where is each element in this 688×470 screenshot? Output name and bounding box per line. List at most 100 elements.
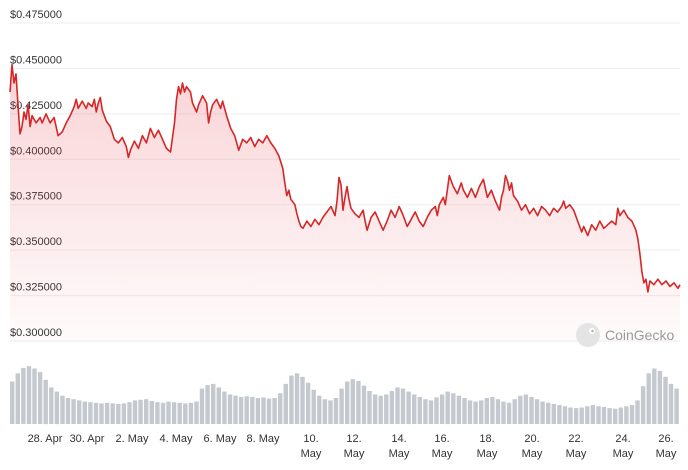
volume-bar <box>199 388 205 424</box>
volume-bar <box>646 373 651 424</box>
volume-bar <box>311 389 316 424</box>
volume-bar <box>573 408 579 424</box>
volume-bar <box>629 405 635 424</box>
volume-bar <box>434 397 439 424</box>
volume-bar <box>127 402 132 424</box>
volume-bar <box>451 393 456 424</box>
volume-bar <box>250 396 255 424</box>
volume-bar <box>171 402 177 424</box>
volume-bar <box>462 398 467 424</box>
volume-bar <box>149 401 154 424</box>
volume-bar <box>60 395 65 424</box>
price-area-layer <box>10 64 680 342</box>
volume-bar <box>439 394 445 424</box>
x-tick-label: 18. <box>479 433 494 445</box>
volume-bar <box>657 370 663 424</box>
volume-bar <box>618 407 623 424</box>
volume-bar <box>518 395 523 424</box>
volume-bar <box>557 405 562 424</box>
x-tick-label-month: May <box>522 448 543 460</box>
volume-bar <box>317 395 322 424</box>
volume-bar <box>350 379 355 424</box>
volume-bar <box>479 400 484 424</box>
volume-bar <box>211 383 216 424</box>
volume-bar <box>54 391 60 425</box>
x-tick-label: 14. <box>391 433 406 445</box>
volume-bar <box>635 400 640 424</box>
volume-bar <box>400 388 406 424</box>
volume-bar <box>278 393 283 424</box>
volume-bar <box>322 399 328 424</box>
price-line-layer <box>9 64 681 293</box>
volume-bar <box>640 386 646 424</box>
x-tick-label-month: May <box>613 448 634 460</box>
x-tick-label: 24. <box>615 433 630 445</box>
volume-bar <box>10 381 15 424</box>
price-area <box>10 64 680 342</box>
x-tick-label: 8. May <box>246 433 280 445</box>
volume-bar <box>506 402 512 424</box>
volume-bar <box>88 402 93 424</box>
volume-bar <box>272 398 277 424</box>
volume-bar <box>15 373 20 424</box>
x-tick-label: 12. <box>346 433 361 445</box>
volume-bar <box>116 403 121 424</box>
volume-bar <box>585 406 590 424</box>
volume-bar <box>607 408 612 424</box>
volume-bar <box>266 398 272 424</box>
volume-bar <box>406 391 411 425</box>
volume-bar <box>216 387 221 424</box>
volume-bar <box>384 394 389 424</box>
x-tick-label: 2. May <box>115 433 149 445</box>
volume-bar <box>668 383 674 424</box>
x-tick-label-month: May <box>477 448 498 460</box>
volume-bar <box>93 402 99 424</box>
volume-bar <box>65 398 71 424</box>
volume-bar <box>372 394 378 424</box>
volume-bar <box>389 391 395 424</box>
volume-bar <box>512 399 517 424</box>
volume-bar <box>183 403 188 424</box>
volume-bar <box>546 402 551 424</box>
volume-bar <box>339 388 344 424</box>
volume-bar <box>601 406 607 424</box>
price-line <box>9 64 681 293</box>
x-tick-label-month: May <box>656 448 677 460</box>
volume-bar <box>77 400 82 424</box>
volume-bar <box>82 401 87 424</box>
x-tick-label-month: May <box>389 448 410 460</box>
x-tick-label: 22. <box>568 433 583 445</box>
volume-bar <box>445 391 450 425</box>
volume-bar <box>568 407 573 424</box>
volume-bar <box>417 396 422 424</box>
volume-bar <box>255 398 261 424</box>
volume-bar <box>412 394 417 424</box>
volume-bar <box>26 366 32 424</box>
x-tick-label: 26. <box>658 433 673 445</box>
volume-bar <box>155 402 160 424</box>
volume-bar <box>43 379 48 425</box>
x-tick-label-month: May <box>301 448 322 460</box>
volume-bars <box>10 366 679 425</box>
x-tick-label: 20. <box>524 433 539 445</box>
volume-bar <box>289 375 294 424</box>
volume-bar <box>551 403 556 424</box>
volume-bar <box>467 400 473 424</box>
volume-bar <box>529 396 534 424</box>
volume-bar <box>501 401 506 424</box>
volume-bar <box>579 407 584 424</box>
volume-bar <box>361 385 367 424</box>
volume-bar <box>104 402 110 424</box>
volume-bar <box>356 380 361 424</box>
volume-bar <box>227 394 233 424</box>
volume-bar <box>378 395 383 424</box>
volume-bar <box>283 383 288 424</box>
volume-bar <box>596 406 601 424</box>
volume-bar <box>244 396 249 424</box>
volume-bar <box>456 395 462 424</box>
volume-bar <box>110 403 115 424</box>
volume-bar <box>613 408 618 424</box>
volume-bar <box>624 406 629 424</box>
x-tick-label: 10. <box>303 433 318 445</box>
